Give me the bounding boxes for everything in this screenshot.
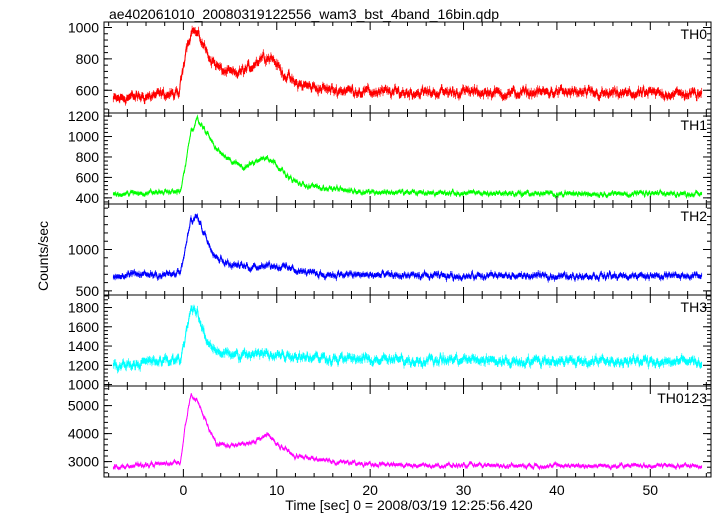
series-line-th3 — [112, 306, 702, 371]
y-tick-label: 5000 — [68, 398, 99, 414]
y-tick-label: 1600 — [68, 319, 99, 335]
x-tick-label: 10 — [269, 482, 285, 498]
series-line-th0 — [112, 28, 703, 105]
x-tick-label: 0 — [179, 482, 187, 498]
x-tick-label: 20 — [362, 482, 378, 498]
x-axis-label: Time [sec] 0 = 2008/03/19 12:25:56.420 — [285, 497, 533, 513]
y-tick-label: 800 — [76, 149, 100, 165]
panel-label-th0123: TH0123 — [657, 390, 707, 406]
x-tick-label: 30 — [456, 482, 472, 498]
y-tick-label: 600 — [76, 82, 100, 98]
y-tick-label: 1000 — [68, 377, 99, 393]
y-tick-label: 1000 — [68, 242, 99, 258]
panel-label-th0: TH0 — [681, 26, 708, 42]
panel-th2: 500 1000 TH2 — [68, 203, 712, 299]
y-tick-label: 1200 — [68, 357, 99, 373]
panel-th0: 600 800 1000 TH0 — [68, 19, 712, 114]
y-tick-label: 800 — [76, 51, 100, 67]
y-tick-label: 1800 — [68, 300, 99, 316]
error-bars-th2 — [112, 213, 703, 283]
y-tick-label: 1000 — [68, 129, 99, 145]
panel-th0123: 3000 4000 5000 TH0123 — [68, 385, 712, 478]
y-tick-label: 1400 — [68, 338, 99, 354]
chart-title: ae402061010_20080319122556_wam3_bst_4ban… — [109, 6, 499, 22]
panel-th3: 1000 1200 1400 1600 1800 TH3 — [68, 294, 712, 393]
series-line-th0123 — [113, 393, 703, 471]
y-axis-label: Counts/sec — [35, 221, 51, 291]
y-tick-label: 3000 — [68, 454, 99, 470]
y-tick-label: 400 — [76, 190, 100, 206]
y-tick-label: 1200 — [68, 108, 99, 124]
x-tick-label: 40 — [549, 482, 565, 498]
series-line-th2 — [112, 214, 703, 282]
panel-label-th1: TH1 — [681, 117, 708, 133]
y-tick-label: 4000 — [68, 426, 99, 442]
panel-label-th2: TH2 — [681, 208, 708, 224]
panel-label-th3: TH3 — [681, 299, 708, 315]
x-tick-label: 50 — [643, 482, 659, 498]
y-tick-label: 500 — [76, 283, 100, 299]
series-line-th1 — [113, 116, 702, 199]
panel-th1: 400 600 800 1000 1200 TH1 — [68, 108, 712, 206]
error-bars-th0123 — [112, 393, 703, 471]
y-tick-label: 1000 — [68, 19, 99, 35]
panel-frame — [103, 21, 712, 114]
y-tick-label: 600 — [76, 169, 100, 185]
error-bars-th1 — [112, 114, 703, 199]
